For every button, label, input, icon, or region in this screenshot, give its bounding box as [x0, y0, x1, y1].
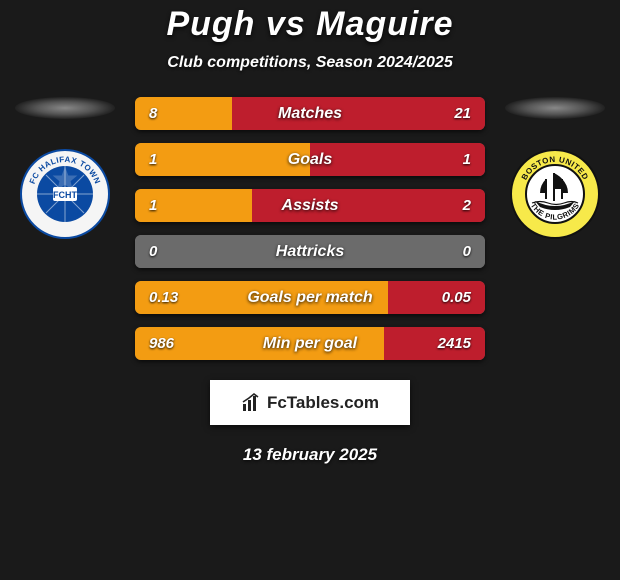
stat-label: Hattricks	[276, 243, 344, 261]
player-shadow-left	[15, 97, 115, 119]
stat-row: 8 Matches 21	[135, 97, 485, 130]
stat-row: 1 Assists 2	[135, 189, 485, 222]
left-team-badge: FC HALIFAX TOWN THE SHAYMEN	[20, 149, 110, 239]
stat-value-left: 986	[149, 335, 174, 352]
stat-value-right: 2415	[438, 335, 471, 352]
page-title: Pugh vs Maguire	[166, 5, 453, 44]
stat-row: 986 Min per goal 2415	[135, 327, 485, 360]
stat-label: Matches	[278, 105, 342, 123]
stat-bar-left	[135, 143, 310, 176]
brand-footer[interactable]: FcTables.com	[210, 380, 410, 425]
stat-label: Goals per match	[247, 289, 372, 307]
stat-value-right: 0.05	[442, 289, 471, 306]
right-team-badge: BOSTON UNITED THE PILGRIMS	[510, 149, 600, 239]
stat-bar-right	[232, 97, 485, 130]
halifax-badge-icon: FC HALIFAX TOWN THE SHAYMEN	[20, 149, 110, 239]
content-row: FC HALIFAX TOWN THE SHAYMEN	[0, 97, 620, 360]
stat-label: Min per goal	[263, 335, 357, 353]
stat-value-right: 1	[463, 151, 471, 168]
stat-value-right: 21	[454, 105, 471, 122]
stat-row: 0.13 Goals per match 0.05	[135, 281, 485, 314]
stat-label: Goals	[288, 151, 332, 169]
right-side-column: BOSTON UNITED THE PILGRIMS	[505, 97, 605, 239]
chart-icon	[241, 393, 261, 413]
stat-value-right: 2	[463, 197, 471, 214]
stat-value-left: 0	[149, 243, 157, 260]
stat-bar-right	[310, 143, 485, 176]
footer-date: 13 february 2025	[243, 445, 377, 465]
brand-label: FcTables.com	[267, 393, 379, 413]
stat-label: Assists	[282, 197, 339, 215]
stat-value-left: 1	[149, 151, 157, 168]
player-shadow-right	[505, 97, 605, 119]
stat-row: 0 Hattricks 0	[135, 235, 485, 268]
stat-value-left: 0.13	[149, 289, 178, 306]
left-side-column: FC HALIFAX TOWN THE SHAYMEN	[15, 97, 115, 239]
svg-text:FCHT: FCHT	[53, 190, 77, 200]
page-subtitle: Club competitions, Season 2024/2025	[167, 54, 452, 72]
stats-column: 8 Matches 21 1 Goals 1 1 Assists 2 0 Hattricks 0 0.1…	[135, 97, 485, 360]
stat-value-left: 1	[149, 197, 157, 214]
stat-value-left: 8	[149, 105, 157, 122]
stat-value-right: 0	[463, 243, 471, 260]
boston-badge-icon: BOSTON UNITED THE PILGRIMS	[510, 149, 600, 239]
stat-row: 1 Goals 1	[135, 143, 485, 176]
